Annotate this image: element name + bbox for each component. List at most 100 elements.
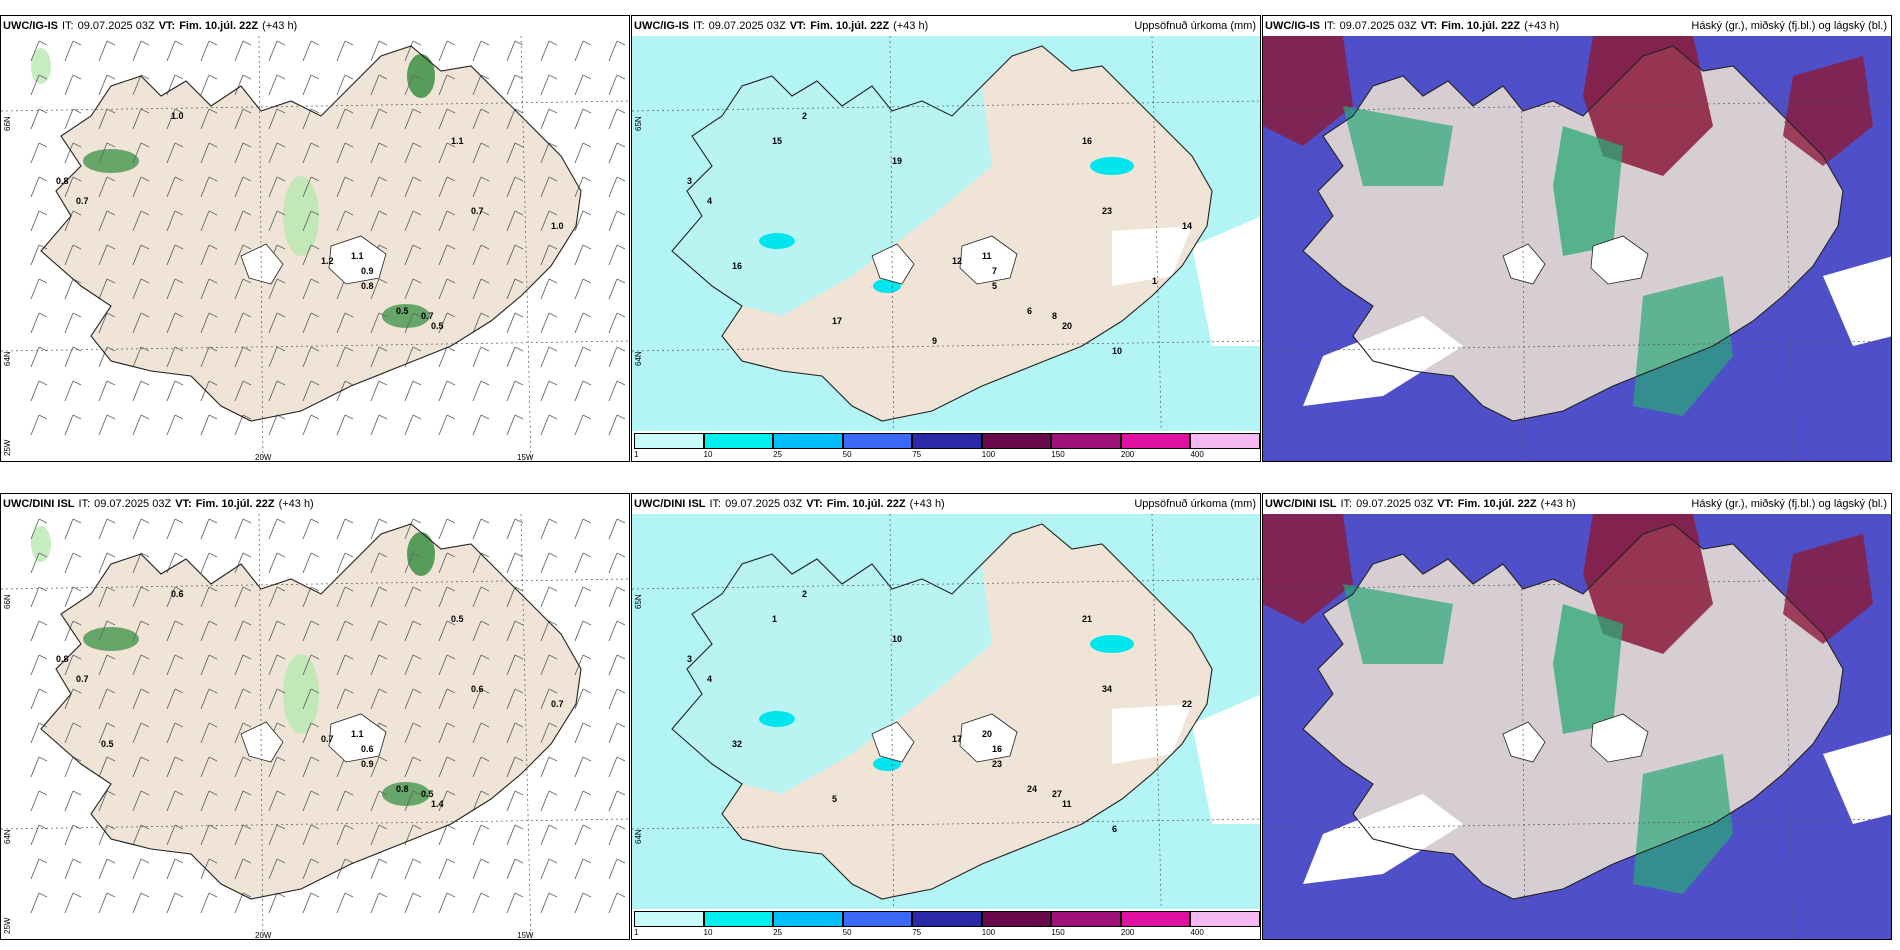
wind-barb <box>506 722 524 744</box>
wind-barb <box>370 278 388 300</box>
wind-barb <box>200 586 218 608</box>
wind-barb <box>234 210 252 232</box>
wind-barb <box>404 176 422 198</box>
longitude-line <box>1782 513 1794 939</box>
wind-barb <box>540 210 558 232</box>
wind-barb <box>472 620 490 642</box>
wind-barb <box>438 142 456 164</box>
wind-barb <box>132 278 150 300</box>
colorbar-tick: 400 <box>1190 928 1204 937</box>
wind-barb <box>540 74 558 96</box>
precip-patch <box>31 526 51 562</box>
wind-barb <box>302 722 320 744</box>
colorbar: 1 10 25 50 75 100 150 200 400 <box>632 909 1260 939</box>
wind-barb <box>540 176 558 198</box>
wind-barb <box>64 142 82 164</box>
wind-barb <box>268 688 286 710</box>
colorbar-tick: 10 <box>703 928 713 937</box>
wind-barb <box>234 654 252 676</box>
wind-barb <box>200 620 218 642</box>
wind-barb <box>506 244 524 266</box>
wind-barb <box>268 414 286 436</box>
wind-barb <box>268 552 286 574</box>
wind-barb <box>166 142 184 164</box>
wind-barb <box>268 142 286 164</box>
wind-barb <box>438 74 456 96</box>
value-label: 1.1 <box>451 136 464 146</box>
wind-barb <box>234 142 252 164</box>
wind-barb <box>200 892 218 914</box>
wind-barb <box>404 278 422 300</box>
wind-barb <box>30 414 48 436</box>
wind-barb <box>608 312 626 334</box>
precip-patch <box>382 782 430 806</box>
colorbar-segment <box>842 911 913 927</box>
wind-barb <box>574 380 592 402</box>
wind-barb <box>132 620 150 642</box>
wind-barb <box>234 278 252 300</box>
axis-label-lat1: 66N <box>3 594 12 609</box>
wind-barb <box>302 278 320 300</box>
wind-barb <box>370 346 388 368</box>
field-title: Uppsöfnuð úrkoma (mm) <box>1134 494 1256 514</box>
wind-barb <box>234 824 252 846</box>
value-label: 10 <box>1112 346 1123 356</box>
wind-barb <box>166 176 184 198</box>
colorbar-segment <box>912 911 982 927</box>
value-label: 1.1 <box>351 251 364 261</box>
wind-barb <box>30 790 48 812</box>
wind-barb <box>370 210 388 232</box>
wind-barb <box>438 790 456 812</box>
colorbar-segment <box>842 433 913 449</box>
wind-barb <box>302 824 320 846</box>
wind-barb <box>302 244 320 266</box>
wind-barb <box>438 244 456 266</box>
wind-barb <box>608 756 626 778</box>
latitude-line <box>1263 578 1891 590</box>
latitude-line <box>1 578 629 590</box>
title-vt-value: Fim. 10.júl. 22Z <box>826 498 906 510</box>
wind-barb <box>132 722 150 744</box>
wind-barb <box>506 790 524 812</box>
wind-barb <box>608 654 626 676</box>
wind-barb <box>132 312 150 334</box>
title-vt-label: VT: <box>1437 498 1454 510</box>
map-canvas <box>1 35 629 461</box>
wind-barb <box>472 414 490 436</box>
mid-cloud <box>1633 754 1733 894</box>
axis-label-lon3: 15W <box>517 931 534 940</box>
wind-barb <box>234 722 252 744</box>
colorbar-tick: 10 <box>703 450 713 459</box>
glacier <box>240 243 284 285</box>
title-vt-label: VT: <box>158 20 176 32</box>
wind-barb <box>472 40 490 62</box>
field-title: Háský (gr.), miðský (fj.bl.) og lágský (… <box>1691 16 1887 36</box>
wind-barb <box>30 586 48 608</box>
value-label: 11 <box>1062 799 1072 809</box>
wind-barb <box>234 688 252 710</box>
value-label: 16 <box>992 744 1003 754</box>
wind-barb <box>506 892 524 914</box>
precip-core <box>873 279 901 293</box>
wind-barb <box>166 722 184 744</box>
wind-barb <box>302 142 320 164</box>
longitude-line <box>1520 513 1526 939</box>
wind-barb <box>64 722 82 744</box>
high-cloud <box>1583 36 1713 176</box>
wind-barb <box>370 74 388 96</box>
map-panel-wind: UWC/IG-IS IT: 09.07.2025 03Z VT: Fim. 10.júl… <box>0 15 630 462</box>
wind-barb <box>234 414 252 436</box>
wind-barb <box>438 176 456 198</box>
title-vt-label: VT: <box>806 498 823 510</box>
value-label: 14 <box>1182 221 1193 231</box>
wind-barb <box>98 380 116 402</box>
wind-barb <box>132 688 150 710</box>
longitude-line <box>520 35 532 461</box>
wind-barb <box>302 756 320 778</box>
wind-barb <box>404 790 422 812</box>
value-label: 1.0 <box>551 221 564 231</box>
colorbar-tick: 100 <box>981 450 996 459</box>
wind-barb <box>404 380 422 402</box>
coastline <box>40 45 582 422</box>
wind-barb <box>268 210 286 232</box>
